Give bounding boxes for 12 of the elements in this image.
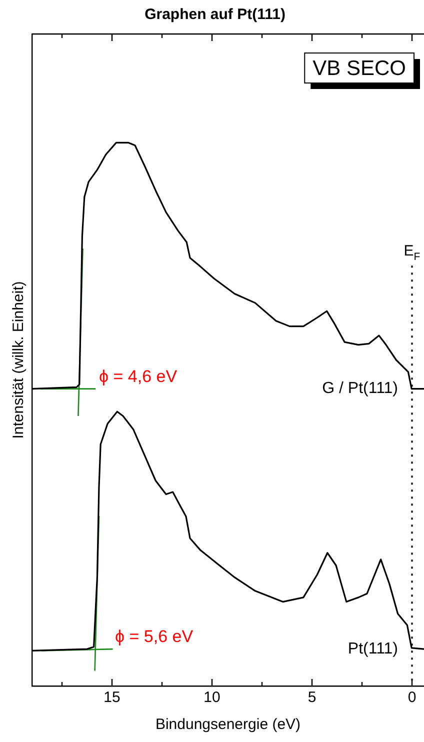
x-tick-label: 5	[308, 689, 316, 706]
annotation: ϕ = 5,6 eV	[115, 627, 194, 646]
text: VB SECO	[312, 56, 406, 80]
annotation: ϕ = 4,6 eV	[99, 366, 178, 386]
chart-title: Graphen auf Pt(111)	[144, 6, 286, 24]
series-label: Pt(111)	[348, 640, 398, 658]
x-tick-label: 10	[204, 689, 220, 706]
x-tick-label: 0	[408, 689, 416, 706]
x-axis-title: Bindungsenergie (eV)	[155, 716, 301, 734]
series-label: G / Pt(111)	[322, 380, 398, 398]
y-axis-title: Intensität (willk. Einheit)	[10, 281, 28, 439]
x-tick-label: 15	[104, 689, 120, 706]
